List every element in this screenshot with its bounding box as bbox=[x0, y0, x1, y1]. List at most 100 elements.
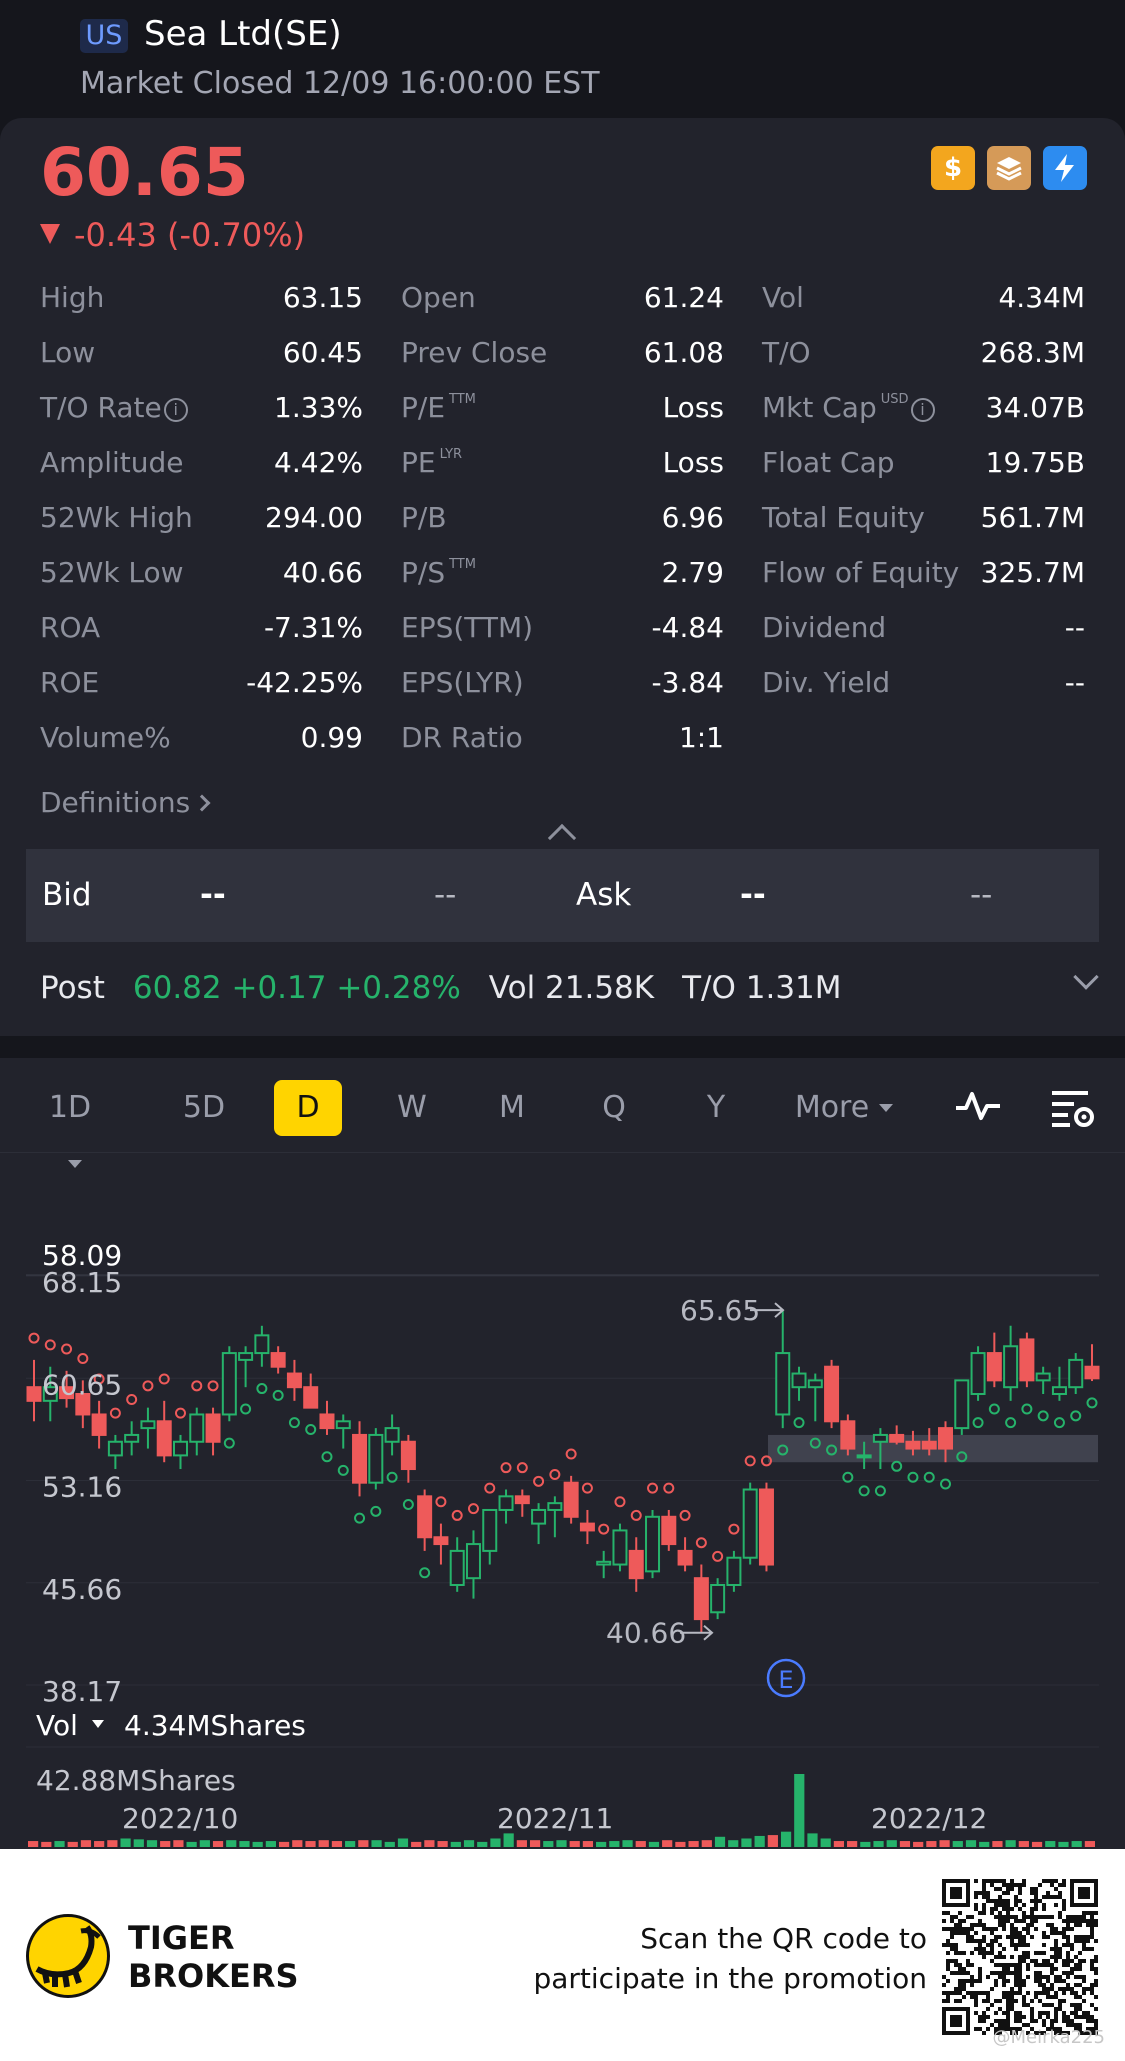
sar-dot bbox=[679, 1509, 691, 1521]
stats-row: Low 60.45 Prev Close 61.08 T/O 268.3M bbox=[40, 325, 1085, 380]
qr-module bbox=[950, 1991, 954, 1995]
indicator-icon[interactable] bbox=[954, 1088, 1002, 1126]
qr-module bbox=[1038, 1951, 1042, 1955]
qr-module bbox=[942, 1943, 946, 1947]
qr-code[interactable] bbox=[942, 1879, 1098, 2035]
qr-module bbox=[998, 1903, 1002, 1907]
info-icon[interactable]: i bbox=[163, 398, 188, 422]
period-tab-q[interactable]: Q bbox=[582, 1080, 646, 1136]
definitions-link[interactable]: Definitions bbox=[40, 786, 211, 819]
stack-icon[interactable] bbox=[987, 146, 1031, 190]
qr-module bbox=[1030, 1891, 1034, 1895]
volume-bar bbox=[397, 1838, 409, 1847]
qr-module bbox=[1058, 2031, 1062, 2035]
chart-settings-icon[interactable] bbox=[1050, 1088, 1096, 1132]
qr-module bbox=[1002, 1947, 1006, 1951]
volume-dropdown-icon bbox=[92, 1720, 104, 1728]
volume-bar bbox=[199, 1840, 210, 1847]
candle-body bbox=[417, 1495, 433, 1539]
qr-module bbox=[1066, 1987, 1070, 1991]
qr-module bbox=[962, 1971, 966, 1975]
qr-module bbox=[1074, 2023, 1078, 2027]
qr-module bbox=[1054, 2015, 1058, 2019]
qr-module bbox=[1014, 2031, 1018, 2035]
qr-module bbox=[998, 2023, 1002, 2027]
sar-dot bbox=[516, 1462, 528, 1474]
sar-dot bbox=[467, 1503, 479, 1515]
dollar-icon[interactable]: $ bbox=[931, 146, 975, 190]
qr-module bbox=[1042, 1879, 1046, 1883]
qr-module bbox=[1018, 1955, 1022, 1959]
qr-module bbox=[1090, 1947, 1094, 1951]
period-tab-5d[interactable]: 5D bbox=[172, 1080, 236, 1136]
qr-module bbox=[998, 2019, 1002, 2023]
qr-module bbox=[970, 1951, 974, 1955]
qr-module bbox=[1078, 2003, 1082, 2007]
stat-cell: Amplitude 4.42% bbox=[40, 446, 363, 479]
period-tab-w[interactable]: W bbox=[380, 1080, 444, 1136]
qr-module bbox=[1058, 1951, 1062, 1955]
candle-body bbox=[352, 1433, 368, 1484]
period-tab-more[interactable]: More bbox=[782, 1080, 906, 1136]
qr-module bbox=[1034, 1995, 1038, 1999]
stat-value: 19.75B bbox=[985, 446, 1085, 479]
qr-module bbox=[1034, 2031, 1038, 2035]
stat-cell: Flow of Equity 325.7M bbox=[762, 556, 1085, 589]
qr-module bbox=[1034, 1915, 1038, 1919]
qr-module bbox=[1046, 1923, 1050, 1927]
qr-module bbox=[1078, 2015, 1082, 2019]
volume-bar bbox=[212, 1841, 224, 1847]
sar-dot bbox=[809, 1437, 821, 1449]
qr-module bbox=[1054, 1951, 1058, 1955]
qr-module bbox=[982, 1939, 986, 1943]
period-tab-m[interactable]: M bbox=[480, 1080, 544, 1136]
chevron-up-icon[interactable] bbox=[547, 823, 577, 853]
qr-module bbox=[1038, 1999, 1042, 2003]
stat-label-text: Volume% bbox=[40, 721, 171, 754]
qr-module bbox=[958, 1919, 962, 1923]
qr-module bbox=[978, 1939, 982, 1943]
qr-module bbox=[1042, 2003, 1046, 2007]
qr-module bbox=[1006, 1971, 1010, 1975]
period-tab-1d[interactable]: 1D bbox=[38, 1080, 102, 1168]
period-tab-y[interactable]: Y bbox=[684, 1080, 748, 1136]
qr-module bbox=[998, 1955, 1002, 1959]
qr-module bbox=[1090, 1935, 1094, 1939]
qr-module bbox=[1006, 2003, 1010, 2007]
qr-module bbox=[1094, 1967, 1098, 1971]
qr-module bbox=[966, 1959, 970, 1963]
volume-bar bbox=[160, 1841, 171, 1847]
qr-module bbox=[1038, 1883, 1042, 1887]
info-icon[interactable]: i bbox=[910, 398, 935, 422]
qr-module bbox=[966, 1979, 970, 1983]
qr-module bbox=[1054, 1979, 1058, 1983]
post-market-row[interactable]: Post 60.82 +0.17 +0.28% Vol 21.58K T/O 1.31… bbox=[40, 970, 1085, 1006]
chevron-right-icon bbox=[193, 794, 211, 812]
qr-module bbox=[1042, 1959, 1046, 1963]
qr-module bbox=[954, 1987, 958, 1991]
volume-bar bbox=[305, 1841, 316, 1847]
qr-module bbox=[1054, 1887, 1058, 1891]
lightning-icon[interactable] bbox=[1043, 146, 1087, 190]
stat-value: 63.15 bbox=[282, 281, 363, 314]
qr-module bbox=[1018, 1987, 1022, 1991]
qr-module bbox=[1026, 1955, 1030, 1959]
qr-module bbox=[954, 1963, 958, 1967]
stat-cell: EPS(LYR) -3.84 bbox=[401, 666, 724, 699]
candle-body bbox=[547, 1502, 563, 1511]
period-tab-d[interactable]: D bbox=[274, 1080, 342, 1136]
candle-body bbox=[986, 1352, 1002, 1382]
qr-module bbox=[958, 1983, 962, 1987]
price-change: -0.43 (-0.70%) bbox=[40, 216, 305, 254]
stat-value: 561.7M bbox=[980, 501, 1085, 534]
qr-module bbox=[1074, 1983, 1078, 1987]
qr-module bbox=[946, 1927, 950, 1931]
definitions-label: Definitions bbox=[40, 786, 191, 819]
qr-module bbox=[986, 1975, 990, 1979]
qr-module bbox=[1062, 1987, 1066, 1991]
qr-module bbox=[1050, 1995, 1054, 1999]
qr-module bbox=[1022, 2023, 1026, 2027]
qr-module bbox=[1042, 1991, 1046, 1995]
qr-module bbox=[1058, 1883, 1062, 1887]
